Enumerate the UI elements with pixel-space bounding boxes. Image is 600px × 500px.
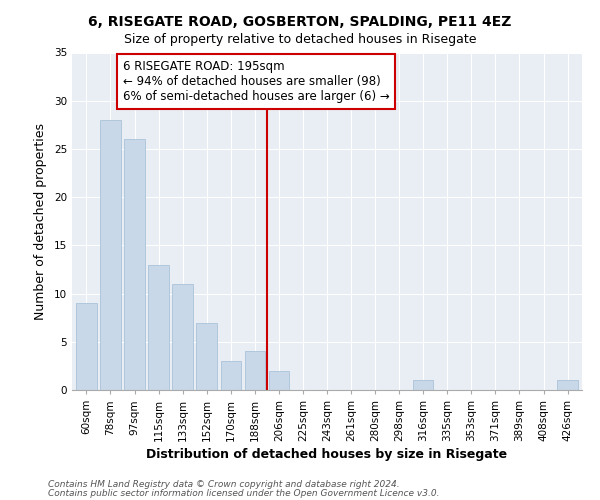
X-axis label: Distribution of detached houses by size in Risegate: Distribution of detached houses by size … [146,448,508,461]
Text: Contains public sector information licensed under the Open Government Licence v3: Contains public sector information licen… [48,489,439,498]
Bar [557,380,578,390]
Bar [148,264,169,390]
Bar [196,322,217,390]
Bar [269,370,289,390]
Bar [221,361,241,390]
Bar [100,120,121,390]
Bar [413,380,433,390]
Bar [245,352,265,390]
Bar [124,140,145,390]
Text: Size of property relative to detached houses in Risegate: Size of property relative to detached ho… [124,32,476,46]
Bar [76,303,97,390]
Text: 6 RISEGATE ROAD: 195sqm
← 94% of detached houses are smaller (98)
6% of semi-det: 6 RISEGATE ROAD: 195sqm ← 94% of detache… [122,60,389,103]
Text: Contains HM Land Registry data © Crown copyright and database right 2024.: Contains HM Land Registry data © Crown c… [48,480,400,489]
Text: 6, RISEGATE ROAD, GOSBERTON, SPALDING, PE11 4EZ: 6, RISEGATE ROAD, GOSBERTON, SPALDING, P… [88,15,512,29]
Bar [172,284,193,390]
Y-axis label: Number of detached properties: Number of detached properties [34,122,47,320]
